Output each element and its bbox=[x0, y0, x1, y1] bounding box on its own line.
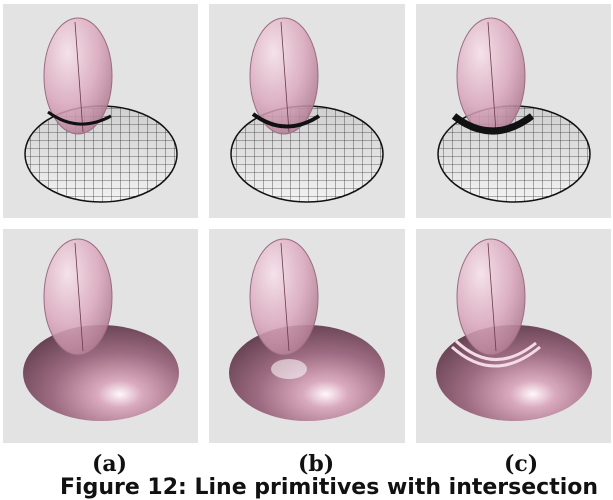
label-a: (a) bbox=[92, 451, 128, 477]
panel-b-rendered bbox=[209, 229, 405, 443]
label-c: (c) bbox=[504, 451, 539, 477]
figure-caption: Figure 12: Line primitives with intersec… bbox=[60, 475, 599, 500]
panel-b-wireframe bbox=[209, 4, 405, 218]
panel-c-wireframe bbox=[416, 4, 611, 218]
label-b: (b) bbox=[298, 451, 335, 477]
panel-a-wireframe bbox=[3, 4, 198, 218]
panel-a-rendered bbox=[3, 229, 198, 443]
panel-c-rendered bbox=[416, 229, 611, 443]
